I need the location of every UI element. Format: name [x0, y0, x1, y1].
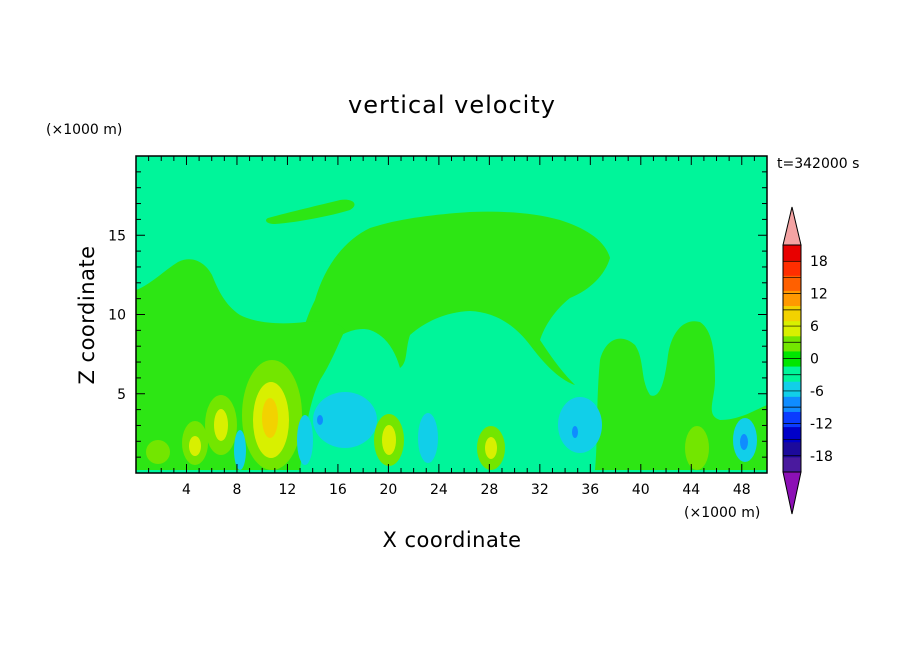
updraft-cell-28km-core	[485, 437, 497, 459]
x-tick-label: 28	[480, 482, 498, 498]
colorbar-tick-label: 6	[810, 319, 819, 335]
updraft-cell-7km-core	[214, 409, 228, 441]
y-axis-label: Z coordinate	[75, 245, 99, 384]
updraft-cell-20km-core	[382, 425, 396, 455]
downdraft-cell-24km	[418, 413, 438, 463]
x-tick-label: 4	[182, 482, 191, 498]
colorbar-swatch	[783, 456, 801, 473]
thin-updraft-band-top	[266, 199, 355, 224]
updraft-cell-4km-core	[189, 436, 201, 456]
y-unit-label: (×1000 m)	[46, 122, 122, 138]
x-tick-label: 36	[581, 482, 599, 498]
downdraft-core-35km	[572, 426, 578, 438]
colorbar-swatch	[783, 426, 801, 443]
colorbar-under-triangle	[782, 471, 802, 515]
colorbar-swatch	[783, 366, 801, 382]
colorbar-tick-label: -18	[810, 449, 833, 465]
chart-title: vertical velocity	[348, 91, 556, 119]
colorbar-swatch	[783, 245, 801, 261]
y-tick-label: 15	[108, 228, 126, 244]
colorbar-tick-label: -6	[810, 384, 824, 400]
x-unit-label: (×1000 m)	[684, 505, 760, 521]
y-tick-label: 10	[108, 308, 126, 324]
updraft-cell-10km-core	[262, 398, 278, 438]
colorbar-swatch	[783, 441, 801, 458]
x-tick-label: 16	[329, 482, 347, 498]
x-tick-label: 32	[531, 482, 549, 498]
x-tick-label: 24	[430, 482, 448, 498]
downdraft-core-48km	[740, 434, 748, 450]
colorbar-swatch	[783, 260, 801, 276]
colorbar-swatch	[783, 305, 801, 322]
x-tick-label: 40	[632, 482, 650, 498]
colorbar: 18 12 6 0 -6 -12 -18	[782, 206, 833, 515]
x-tick-label: 12	[279, 482, 297, 498]
y-tick-label: 5	[117, 387, 126, 403]
colorbar-tick-label: 18	[810, 254, 828, 270]
downdraft-cell-8km	[234, 430, 246, 470]
downdraft-core-16km	[317, 415, 323, 425]
y-axis-ticks: 5 10 15	[108, 171, 767, 458]
x-tick-label: 8	[232, 482, 241, 498]
colorbar-swatch	[783, 320, 801, 337]
downdraft-cell-35km	[558, 397, 602, 453]
time-label: t=342000 s	[777, 156, 859, 172]
downdraft-cell-16km	[313, 392, 377, 448]
updraft-cell-2km	[146, 440, 170, 464]
colorbar-tick-label: -12	[810, 416, 833, 432]
colorbar-swatch	[783, 290, 801, 307]
colorbar-tick-label: 12	[810, 287, 828, 303]
x-axis-label: X coordinate	[382, 528, 521, 552]
x-axis-ticks: 4 8 12 16 20 24 28 32 36 40 44 48	[148, 156, 755, 498]
colorbar-tick-label: 0	[810, 352, 819, 368]
x-tick-label: 48	[733, 482, 751, 498]
velocity-field	[136, 156, 767, 473]
downdraft-cell-12km	[297, 415, 313, 465]
colorbar-swatch	[783, 275, 801, 291]
x-tick-label: 44	[682, 482, 700, 498]
right-plume-region	[595, 321, 767, 470]
colorbar-swatch	[783, 396, 801, 412]
colorbar-swatch	[783, 381, 801, 397]
x-tick-label: 20	[379, 482, 397, 498]
colorbar-swatch	[783, 411, 801, 428]
upper-updraft-region	[298, 211, 610, 388]
colorbar-swatch	[783, 335, 801, 352]
updraft-cell-44km	[685, 426, 709, 470]
colorbar-over-triangle	[782, 206, 802, 246]
